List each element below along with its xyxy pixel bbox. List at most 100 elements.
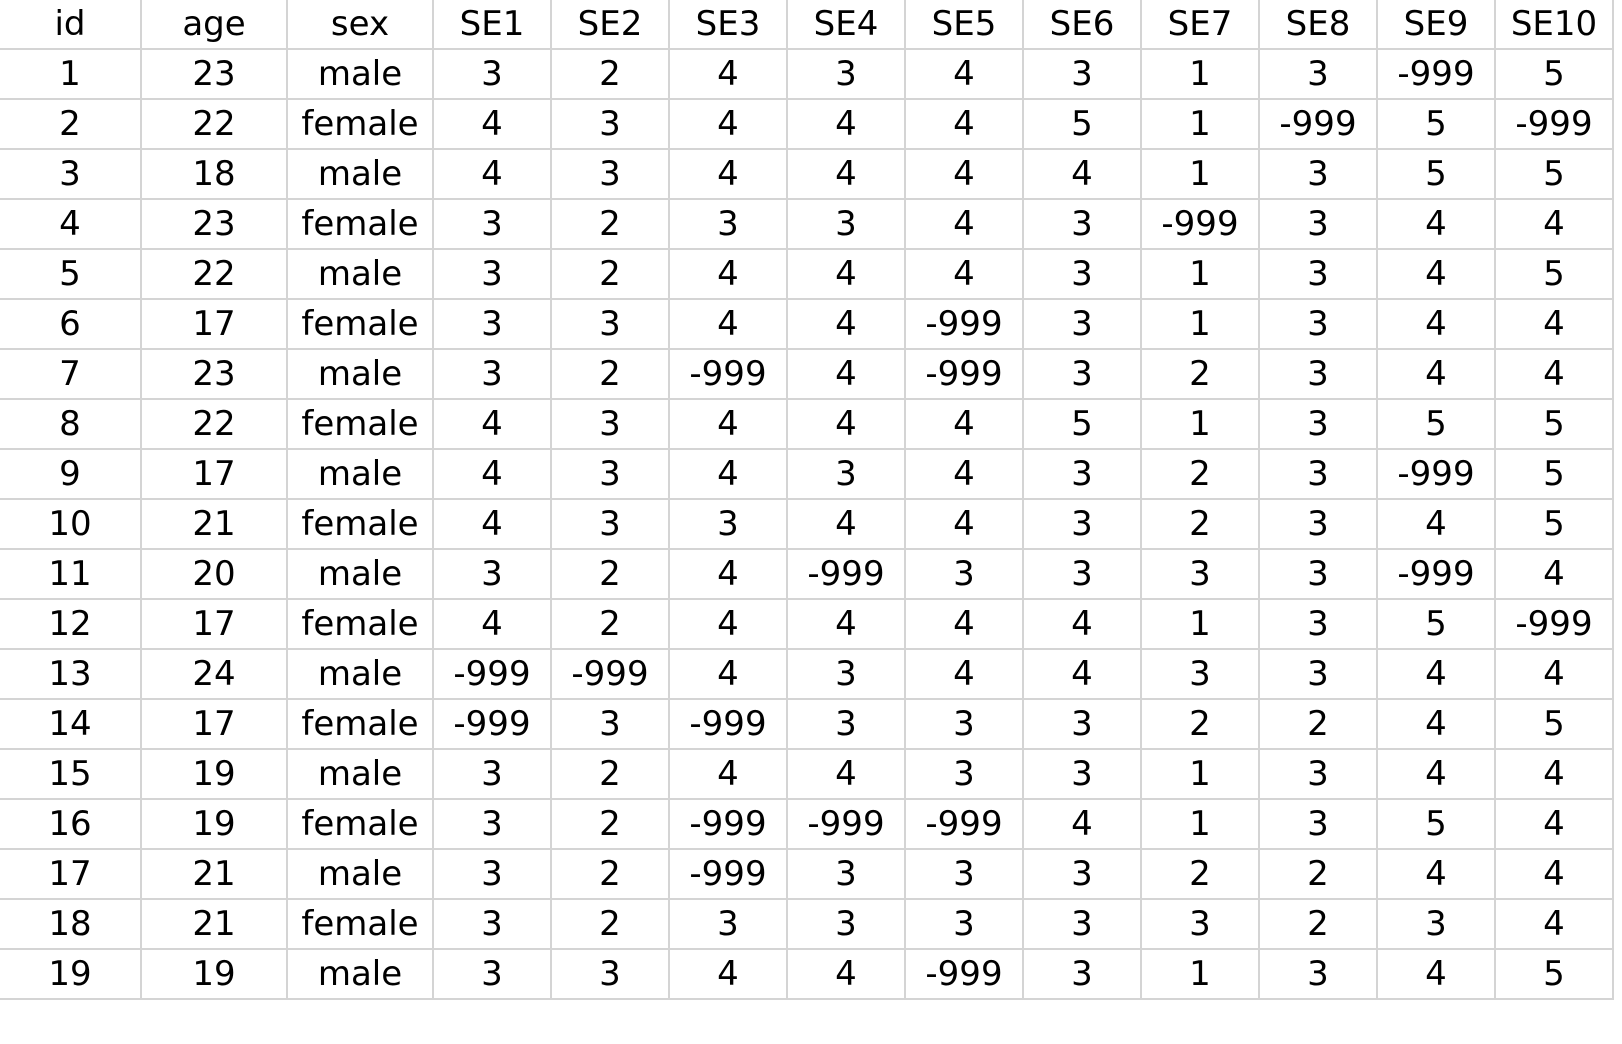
- cell-id[interactable]: 18: [0, 898, 142, 950]
- cell-se8[interactable]: 3: [1258, 648, 1378, 700]
- cell-se8[interactable]: 3: [1258, 548, 1378, 600]
- cell-se2[interactable]: 3: [550, 698, 670, 750]
- cell-se10[interactable]: -999: [1494, 98, 1614, 150]
- cell-se2[interactable]: -999: [550, 648, 670, 700]
- cell-se9[interactable]: -999: [1376, 48, 1496, 100]
- cell-se5[interactable]: 4: [904, 248, 1024, 300]
- cell-se4[interactable]: 4: [786, 248, 906, 300]
- cell-se9[interactable]: 4: [1376, 648, 1496, 700]
- cell-se10[interactable]: 4: [1494, 798, 1614, 850]
- cell-id[interactable]: 19: [0, 948, 142, 1000]
- header-cell-se6[interactable]: SE6: [1022, 0, 1142, 50]
- cell-sex[interactable]: female: [286, 598, 434, 650]
- cell-se1[interactable]: 3: [432, 898, 552, 950]
- cell-age[interactable]: 19: [140, 798, 288, 850]
- cell-se4[interactable]: 4: [786, 348, 906, 400]
- cell-se9[interactable]: -999: [1376, 548, 1496, 600]
- cell-se2[interactable]: 3: [550, 448, 670, 500]
- cell-sex[interactable]: male: [286, 848, 434, 900]
- cell-se10[interactable]: 4: [1494, 748, 1614, 800]
- cell-se4[interactable]: 4: [786, 598, 906, 650]
- cell-se2[interactable]: 2: [550, 598, 670, 650]
- cell-se5[interactable]: -999: [904, 948, 1024, 1000]
- cell-se4[interactable]: 4: [786, 498, 906, 550]
- cell-se10[interactable]: 5: [1494, 48, 1614, 100]
- cell-age[interactable]: 17: [140, 598, 288, 650]
- header-cell-se9[interactable]: SE9: [1376, 0, 1496, 50]
- cell-se9[interactable]: 5: [1376, 98, 1496, 150]
- cell-sex[interactable]: male: [286, 48, 434, 100]
- cell-se9[interactable]: 4: [1376, 198, 1496, 250]
- cell-se5[interactable]: 3: [904, 698, 1024, 750]
- cell-se6[interactable]: 3: [1022, 948, 1142, 1000]
- header-cell-age[interactable]: age: [140, 0, 288, 50]
- cell-se3[interactable]: 4: [668, 148, 788, 200]
- header-cell-se8[interactable]: SE8: [1258, 0, 1378, 50]
- cell-se10[interactable]: 4: [1494, 648, 1614, 700]
- header-cell-se10[interactable]: SE10: [1494, 0, 1614, 50]
- cell-se7[interactable]: 1: [1140, 248, 1260, 300]
- cell-id[interactable]: 2: [0, 98, 142, 150]
- cell-se1[interactable]: 3: [432, 48, 552, 100]
- cell-sex[interactable]: female: [286, 498, 434, 550]
- cell-se4[interactable]: 4: [786, 398, 906, 450]
- cell-age[interactable]: 17: [140, 298, 288, 350]
- cell-se7[interactable]: 1: [1140, 48, 1260, 100]
- cell-se9[interactable]: 4: [1376, 748, 1496, 800]
- cell-se10[interactable]: 5: [1494, 248, 1614, 300]
- cell-id[interactable]: 3: [0, 148, 142, 200]
- cell-id[interactable]: 4: [0, 198, 142, 250]
- cell-se2[interactable]: 2: [550, 48, 670, 100]
- cell-se10[interactable]: 5: [1494, 698, 1614, 750]
- cell-se7[interactable]: 2: [1140, 448, 1260, 500]
- cell-id[interactable]: 7: [0, 348, 142, 400]
- cell-se5[interactable]: 4: [904, 598, 1024, 650]
- cell-se5[interactable]: -999: [904, 348, 1024, 400]
- cell-se6[interactable]: 3: [1022, 548, 1142, 600]
- cell-se8[interactable]: 3: [1258, 48, 1378, 100]
- cell-se5[interactable]: 4: [904, 498, 1024, 550]
- cell-se9[interactable]: 5: [1376, 598, 1496, 650]
- cell-sex[interactable]: female: [286, 398, 434, 450]
- cell-se2[interactable]: 3: [550, 948, 670, 1000]
- cell-se2[interactable]: 2: [550, 548, 670, 600]
- cell-age[interactable]: 20: [140, 548, 288, 600]
- cell-age[interactable]: 21: [140, 848, 288, 900]
- cell-sex[interactable]: female: [286, 798, 434, 850]
- cell-se10[interactable]: 4: [1494, 548, 1614, 600]
- cell-se7[interactable]: 3: [1140, 648, 1260, 700]
- cell-se1[interactable]: 4: [432, 498, 552, 550]
- cell-se9[interactable]: 4: [1376, 348, 1496, 400]
- cell-se9[interactable]: 4: [1376, 498, 1496, 550]
- cell-se8[interactable]: 3: [1258, 598, 1378, 650]
- cell-se3[interactable]: -999: [668, 348, 788, 400]
- cell-se6[interactable]: 3: [1022, 748, 1142, 800]
- cell-se8[interactable]: 3: [1258, 748, 1378, 800]
- cell-se5[interactable]: 3: [904, 748, 1024, 800]
- cell-se6[interactable]: 4: [1022, 598, 1142, 650]
- cell-age[interactable]: 22: [140, 398, 288, 450]
- cell-se7[interactable]: 2: [1140, 348, 1260, 400]
- cell-se6[interactable]: 4: [1022, 148, 1142, 200]
- cell-se3[interactable]: 4: [668, 98, 788, 150]
- cell-se1[interactable]: 4: [432, 148, 552, 200]
- header-cell-se4[interactable]: SE4: [786, 0, 906, 50]
- cell-se4[interactable]: 3: [786, 448, 906, 500]
- cell-se9[interactable]: 4: [1376, 248, 1496, 300]
- cell-se2[interactable]: 2: [550, 748, 670, 800]
- cell-se8[interactable]: 3: [1258, 298, 1378, 350]
- cell-se4[interactable]: 3: [786, 848, 906, 900]
- cell-se2[interactable]: 3: [550, 98, 670, 150]
- cell-age[interactable]: 19: [140, 748, 288, 800]
- cell-age[interactable]: 22: [140, 248, 288, 300]
- cell-se5[interactable]: 4: [904, 448, 1024, 500]
- cell-se10[interactable]: 5: [1494, 398, 1614, 450]
- cell-se6[interactable]: 3: [1022, 248, 1142, 300]
- cell-se3[interactable]: 4: [668, 448, 788, 500]
- cell-se5[interactable]: -999: [904, 798, 1024, 850]
- cell-se8[interactable]: 3: [1258, 148, 1378, 200]
- cell-se4[interactable]: -999: [786, 548, 906, 600]
- cell-se2[interactable]: 2: [550, 848, 670, 900]
- cell-se9[interactable]: 5: [1376, 148, 1496, 200]
- cell-se7[interactable]: 1: [1140, 798, 1260, 850]
